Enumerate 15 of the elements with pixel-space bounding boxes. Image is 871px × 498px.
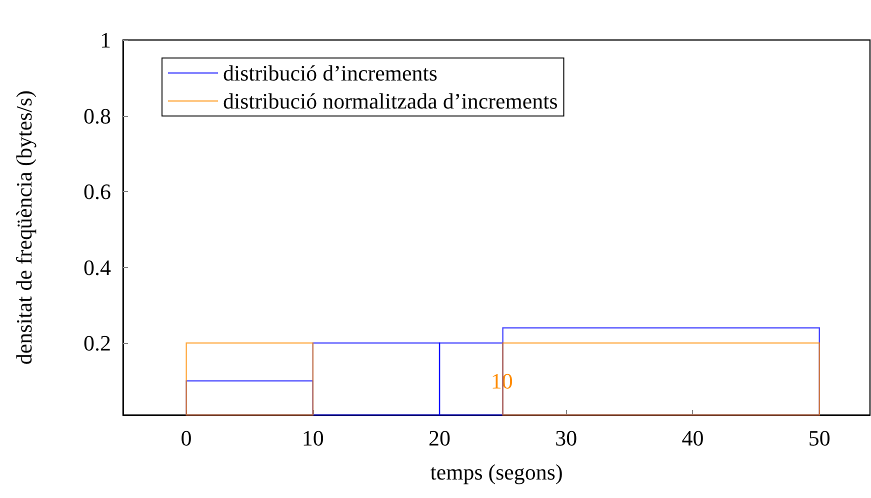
- legend-label: distribució normalitzada d’increments: [223, 88, 558, 114]
- y-tick-label: 0.6: [84, 179, 111, 204]
- y-tick-label: 0.2: [84, 330, 111, 356]
- x-tick-label: 20: [428, 426, 451, 450]
- y-tick-label: 0.8: [84, 103, 111, 128]
- y-tick-label: 0.4: [84, 254, 111, 280]
- x-axis-title: temps (segons): [430, 460, 563, 484]
- x-tick-label: 0: [180, 426, 192, 450]
- y-tick-label: 1: [100, 28, 111, 52]
- x-tick-label: 30: [555, 426, 578, 450]
- x-tick-label: 10: [302, 426, 324, 450]
- x-tick-label: 40: [682, 426, 704, 450]
- y-axis-title: densitat de freqüència (bytes/s): [12, 90, 36, 365]
- legend-label: distribució d’increments: [223, 60, 438, 86]
- x-tick-label: 50: [808, 426, 830, 450]
